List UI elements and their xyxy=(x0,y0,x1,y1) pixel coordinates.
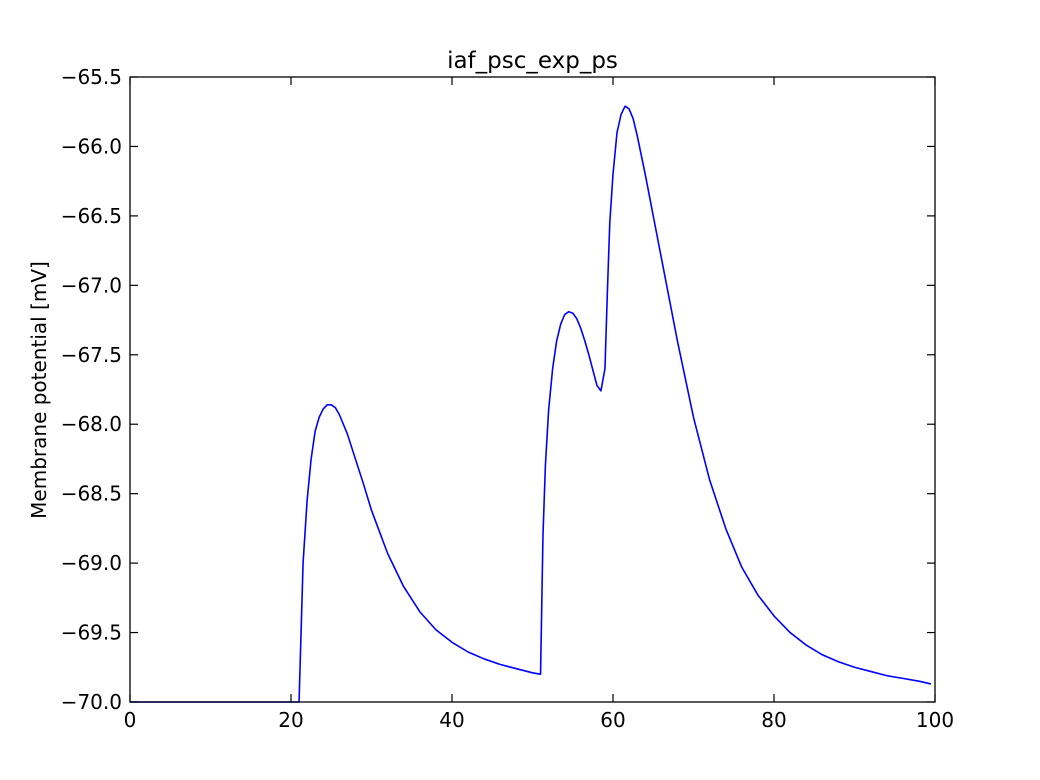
y-axis-label: Membrane potential [mV] xyxy=(27,261,51,519)
y-tick-label: −70.0 xyxy=(61,690,122,714)
y-tick-label: −69.5 xyxy=(61,621,122,645)
x-tick-label: 100 xyxy=(916,708,954,732)
y-tick-label: −68.0 xyxy=(61,412,122,436)
x-tick-label: 60 xyxy=(600,708,625,732)
x-tick-label: 0 xyxy=(124,708,137,732)
chart-title: iaf_psc_exp_ps xyxy=(447,48,618,74)
x-tick-label: 20 xyxy=(278,708,303,732)
y-tick-label: −69.0 xyxy=(61,551,122,575)
y-tick-label: −68.5 xyxy=(61,482,122,506)
x-tick-label: 40 xyxy=(439,708,464,732)
axes-frame xyxy=(129,76,936,703)
x-tick-label: 80 xyxy=(761,708,786,732)
y-tick-label: −67.5 xyxy=(61,343,122,367)
y-tick-label: −65.5 xyxy=(61,65,122,89)
series-line-0 xyxy=(130,105,932,703)
y-tick-label: −67.0 xyxy=(61,273,122,297)
y-tick-label: −66.0 xyxy=(61,134,122,158)
plot-area: 0 20 40 60 80 100 −70.0 −69.5 −69.0 −68.5 −68.0 −67… xyxy=(61,65,954,732)
y-tick-label: −66.5 xyxy=(61,204,122,228)
